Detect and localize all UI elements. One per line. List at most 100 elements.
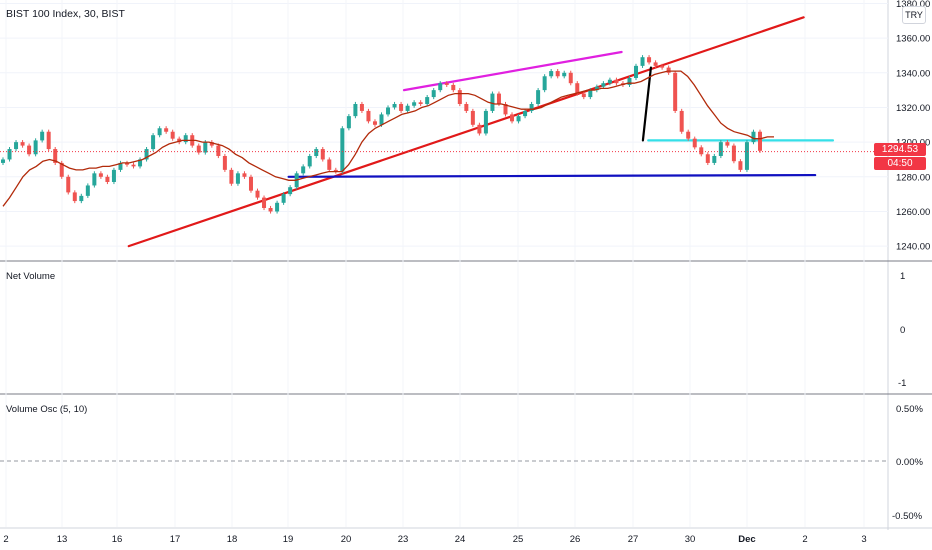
- candle-body: [170, 131, 175, 139]
- candle-body: [242, 173, 247, 177]
- candle-body: [151, 135, 156, 150]
- time-tick-label: 19: [283, 534, 294, 545]
- osc-tick-pos: 0.50%: [896, 404, 923, 415]
- candle-body: [673, 72, 678, 111]
- candle-body: [634, 65, 639, 78]
- candle-body: [510, 114, 515, 122]
- candle-body: [529, 104, 534, 111]
- candle-body: [483, 110, 488, 134]
- time-tick-label: Dec: [738, 534, 755, 545]
- candle-body: [20, 142, 25, 146]
- candle-body: [718, 142, 723, 156]
- candle-body: [203, 142, 208, 153]
- candle-body: [92, 173, 97, 186]
- volume-pane-title: Net Volume: [6, 271, 55, 282]
- candle-body: [438, 83, 443, 91]
- candle-body: [288, 187, 293, 195]
- candle-body: [340, 128, 345, 172]
- candle-body: [712, 156, 717, 163]
- candle-body: [412, 102, 417, 106]
- upper-channel-line[interactable]: [402, 50, 623, 92]
- candle-body: [144, 149, 149, 160]
- osc-tick-neg: -0.50%: [892, 511, 923, 522]
- candle-body: [40, 131, 45, 141]
- time-tick-label: 3: [861, 534, 866, 545]
- candle-body: [320, 149, 325, 160]
- rising-trendline[interactable]: [127, 16, 805, 248]
- candle-body: [183, 135, 188, 143]
- candle-body: [562, 72, 567, 77]
- candle-body: [111, 169, 116, 182]
- candle-body: [523, 110, 528, 117]
- candle-body: [490, 93, 495, 111]
- candle-body: [725, 142, 730, 146]
- volume-tick-neg1: -1: [898, 378, 906, 389]
- candle-body: [470, 110, 475, 125]
- volume-tick-0: 0: [900, 325, 905, 336]
- candle-body: [738, 161, 743, 170]
- time-tick-label: 25: [513, 534, 524, 545]
- candle-body: [627, 78, 632, 85]
- support-line[interactable]: [287, 173, 817, 178]
- volume-tick-1: 1: [900, 271, 905, 282]
- candle-body: [451, 84, 456, 91]
- candle-body: [209, 142, 214, 146]
- candle-body: [59, 162, 64, 177]
- candle-body: [679, 110, 684, 132]
- candle-body: [575, 83, 580, 94]
- candle-body: [686, 131, 691, 139]
- candle-body: [594, 86, 599, 91]
- candle-body: [372, 121, 377, 125]
- candle-body: [262, 197, 267, 208]
- grid-lines: [0, 0, 888, 527]
- time-tick-label: 24: [455, 534, 466, 545]
- candle-body: [614, 79, 619, 84]
- candle-body: [653, 62, 658, 66]
- candle-body: [164, 128, 169, 132]
- candle-body: [379, 114, 384, 125]
- time-tick-label: 30: [685, 534, 696, 545]
- price-axis[interactable]: 1380.001360.001340.001320.001300.001280.…: [896, 0, 930, 253]
- candle-body: [542, 76, 547, 91]
- candle-body: [118, 162, 123, 170]
- candle-body: [516, 116, 521, 122]
- candle-body: [751, 131, 756, 143]
- candle-body: [333, 169, 338, 172]
- candle-body: [503, 104, 508, 115]
- candle-body: [666, 67, 671, 73]
- time-tick-label: 23: [398, 534, 409, 545]
- price-tick-label: 1360.00: [896, 34, 930, 45]
- candle-body: [275, 202, 280, 212]
- candle-body: [731, 145, 736, 162]
- candle-body: [85, 185, 90, 196]
- price-tick-label: 1260.00: [896, 207, 930, 218]
- candle-body: [568, 72, 573, 84]
- candle-body: [14, 142, 19, 150]
- time-axis[interactable]: 2 13 16 17 18 19 20 23 24 25 26 27 30 Dec 2 3: [3, 534, 866, 545]
- candle-body: [647, 57, 652, 63]
- time-tick-label: 13: [57, 534, 68, 545]
- candle-body: [314, 149, 319, 156]
- candle-body: [79, 195, 84, 202]
- breakdown-drop[interactable]: [641, 66, 653, 142]
- candle-body: [33, 140, 38, 155]
- candle-body: [555, 71, 560, 77]
- moving-average-line: [2, 70, 774, 207]
- candle-body: [72, 192, 77, 202]
- time-tick-label: 27: [628, 534, 639, 545]
- price-tick-label: 1320.00: [896, 103, 930, 114]
- currency-button[interactable]: TRY: [902, 6, 926, 24]
- candle-body: [177, 138, 182, 143]
- time-tick-label: 2: [802, 534, 807, 545]
- last-price-tag: 1294.53: [874, 143, 926, 156]
- candle-body: [549, 71, 554, 77]
- candle-body: [464, 104, 469, 111]
- candle-body: [66, 176, 71, 193]
- candle-body: [536, 90, 541, 104]
- candle-body: [705, 154, 710, 163]
- candle-body: [496, 93, 501, 104]
- candle-body: [366, 110, 371, 122]
- candle-body: [229, 169, 234, 184]
- candle-body: [353, 104, 358, 117]
